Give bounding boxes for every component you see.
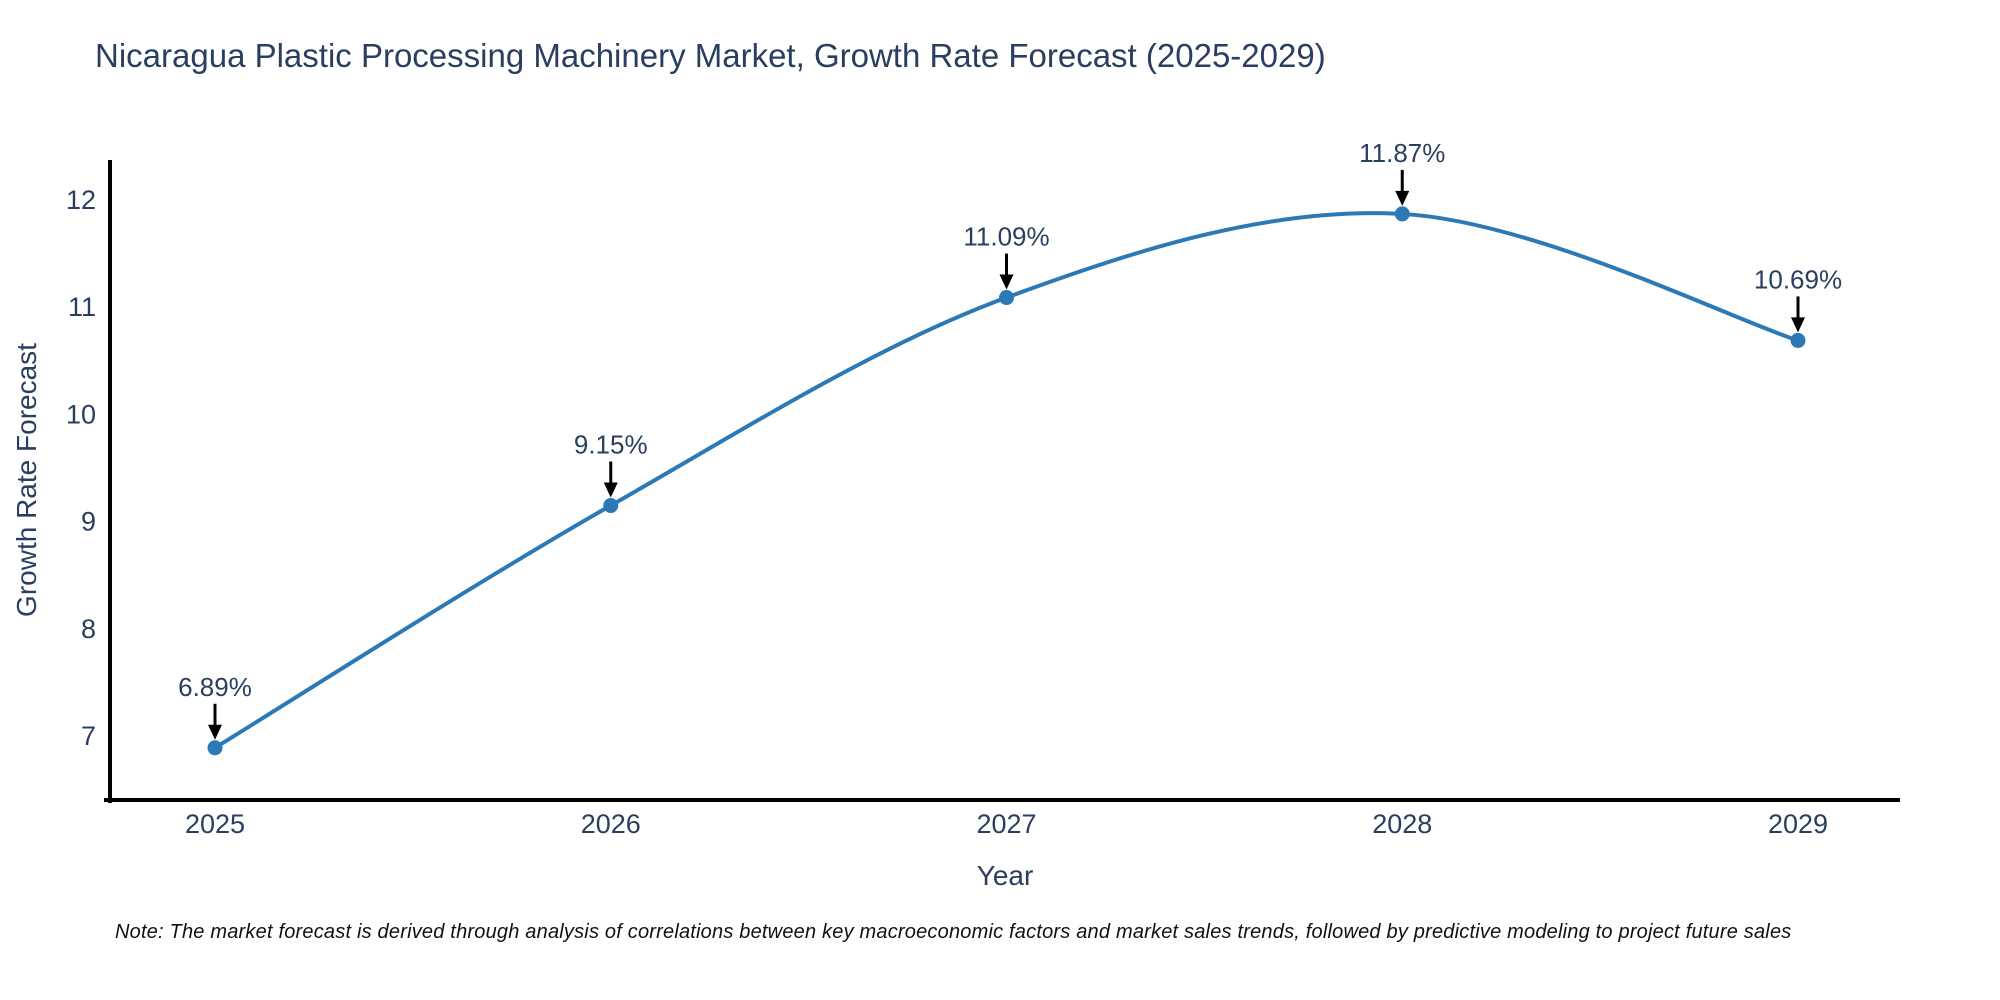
chart-title: Nicaragua Plastic Processing Machinery M… xyxy=(95,37,1326,74)
annotation-label: 10.69% xyxy=(1754,264,1842,294)
data-point-marker xyxy=(1790,332,1806,348)
x-tick-label: 2025 xyxy=(185,809,245,839)
x-tick-label: 2027 xyxy=(976,809,1036,839)
annotation-arrow-head xyxy=(603,482,618,498)
y-tick-label: 9 xyxy=(81,507,96,537)
x-tick-label: 2028 xyxy=(1372,809,1432,839)
x-tick-label: 2029 xyxy=(1768,809,1828,839)
x-tick-label: 2026 xyxy=(581,809,641,839)
data-point-marker xyxy=(999,290,1014,306)
footnote: Note: The market forecast is derived thr… xyxy=(115,921,1792,943)
annotation-label: 9.15% xyxy=(574,430,648,460)
y-tick-label: 7 xyxy=(81,721,96,751)
annotation-arrow-head xyxy=(208,724,222,740)
annotation-label: 11.87% xyxy=(1359,138,1445,168)
annotation-arrow-head xyxy=(1791,317,1805,333)
annotation-arrow-head xyxy=(1395,190,1410,206)
annotation-arrow-head xyxy=(999,274,1014,290)
y-tick-label: 11 xyxy=(68,292,96,322)
x-axis-title: Year xyxy=(976,860,1034,891)
data-point-marker xyxy=(603,498,619,514)
data-point-marker xyxy=(1394,206,1410,222)
annotation-label: 6.89% xyxy=(178,672,252,702)
annotation-label: 11.09% xyxy=(963,222,1049,252)
y-tick-label: 10 xyxy=(66,399,96,429)
y-tick-label: 12 xyxy=(66,185,96,215)
data-point-marker xyxy=(207,740,223,756)
y-tick-label: 8 xyxy=(81,614,96,644)
